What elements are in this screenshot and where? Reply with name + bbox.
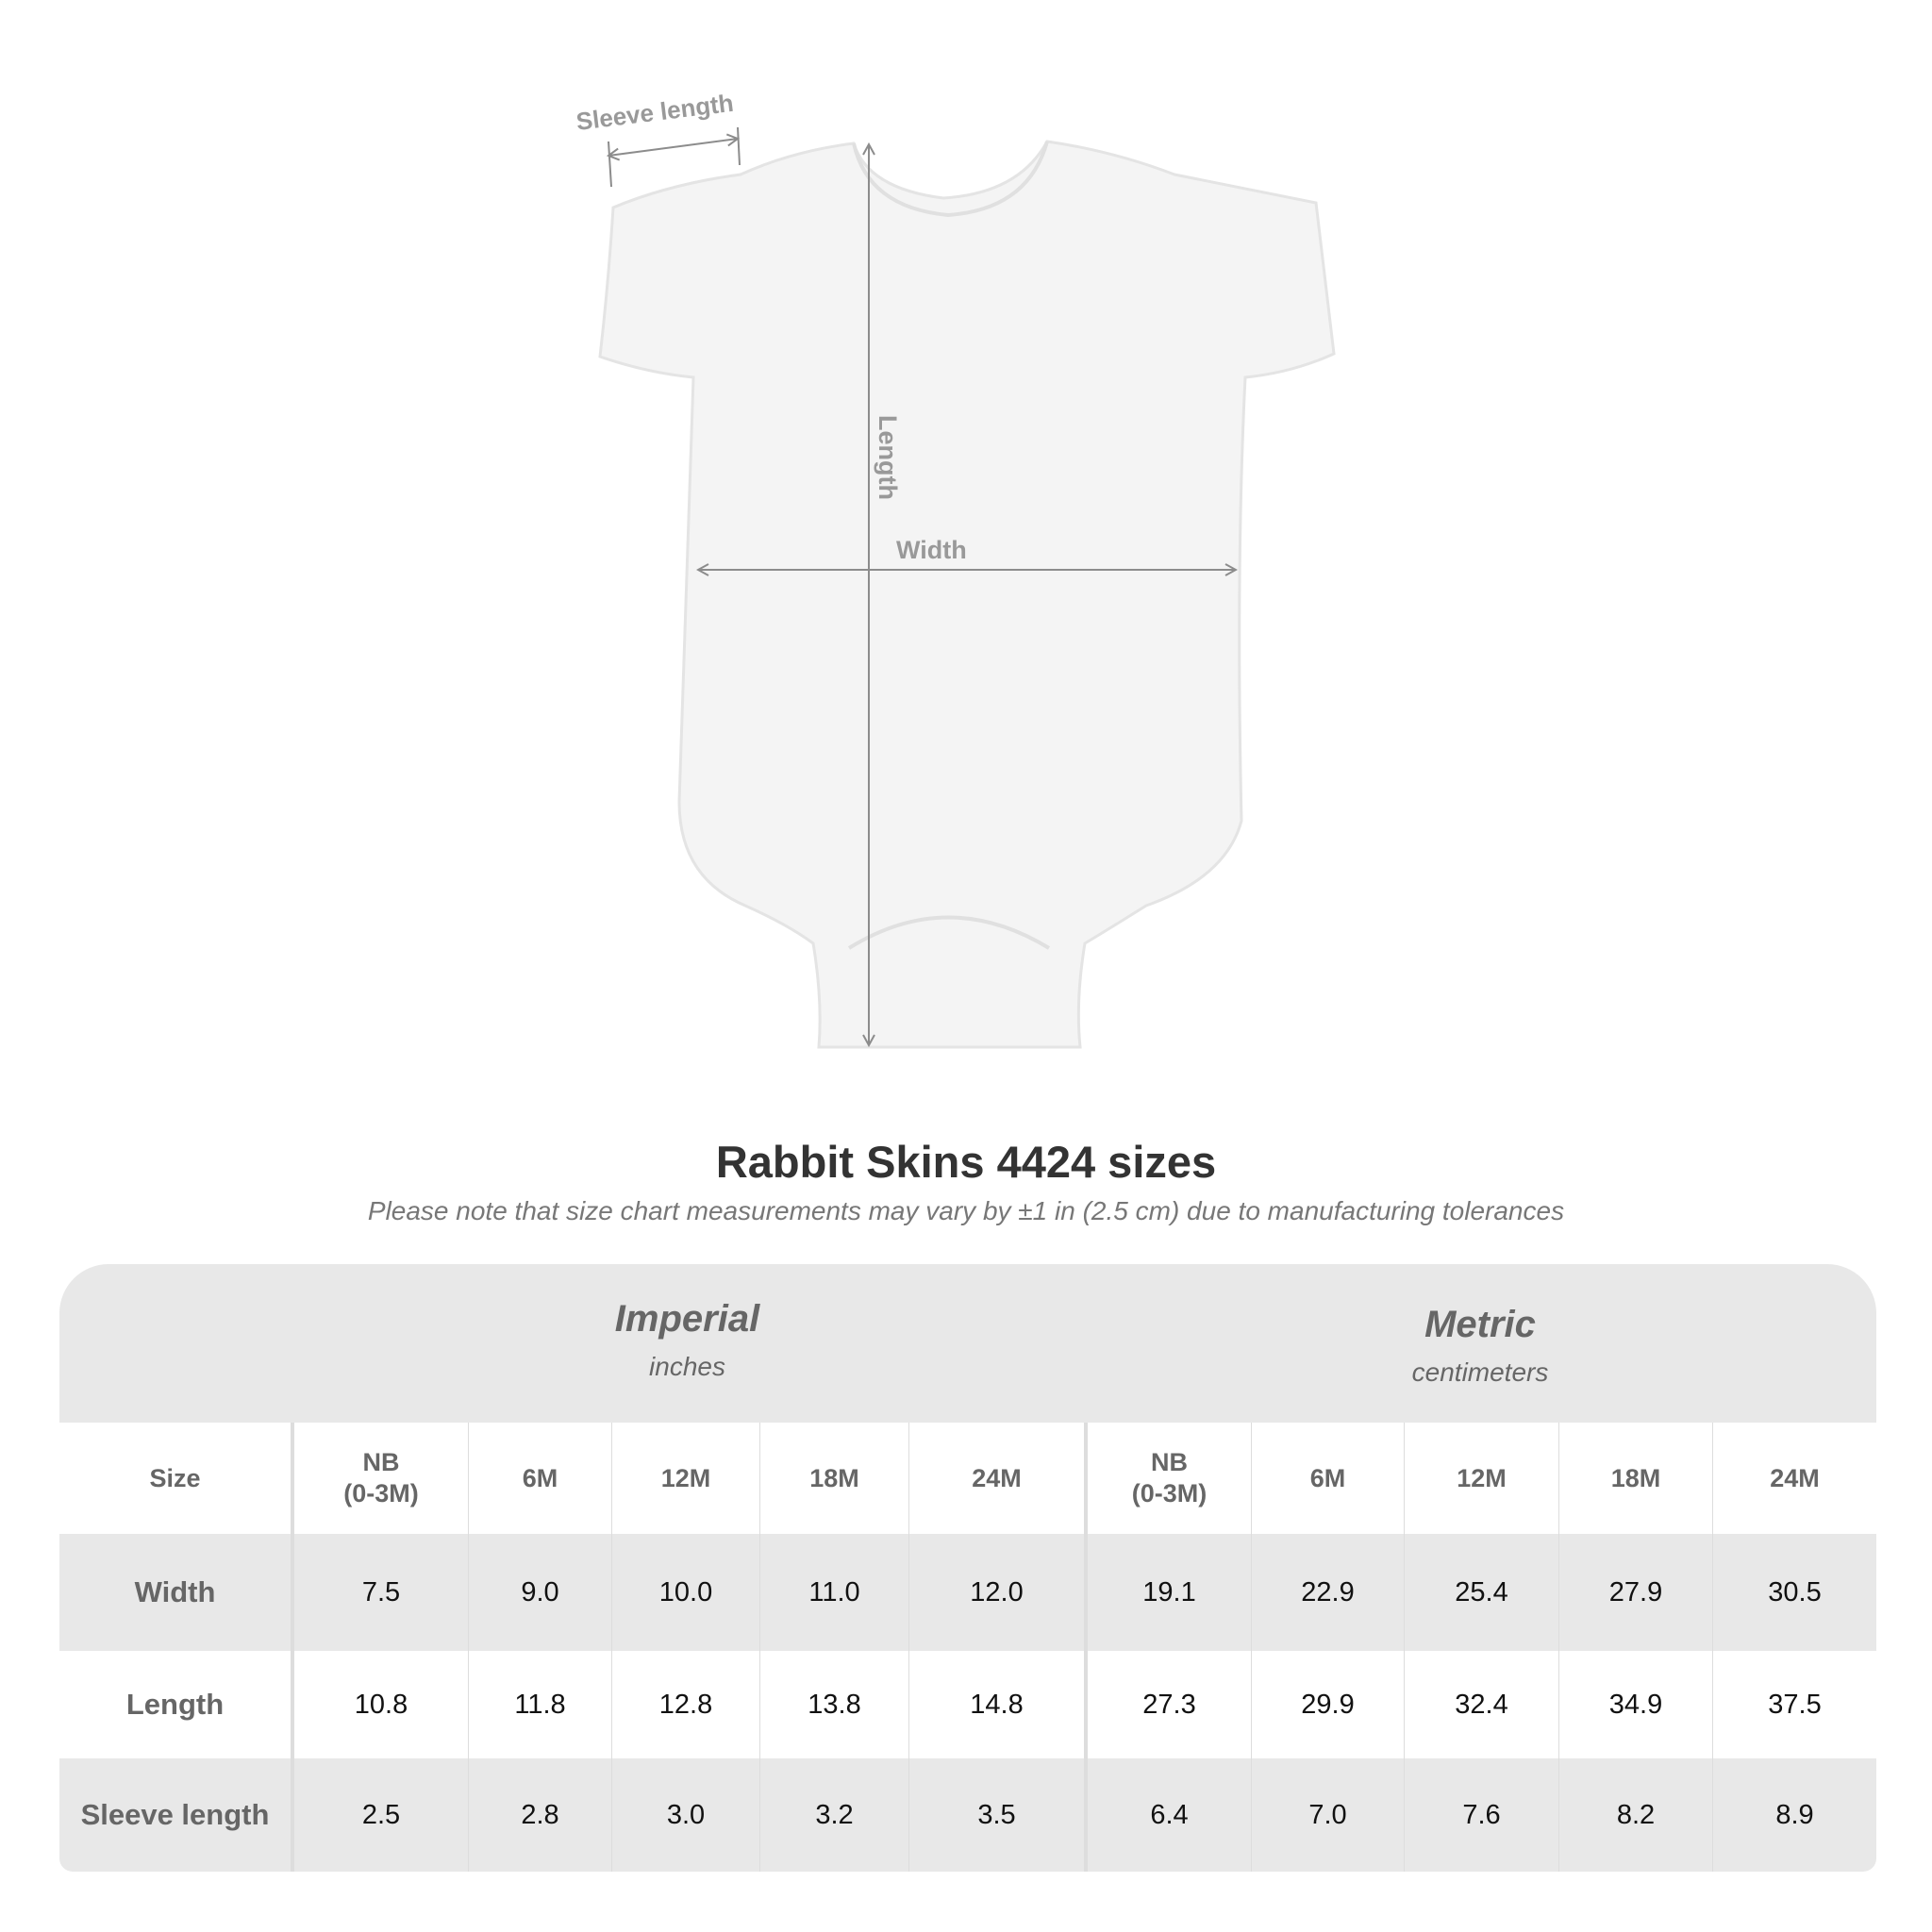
measurement-cell: 32.4 [1404,1651,1558,1758]
measurement-cell: 29.9 [1251,1651,1404,1758]
row-label: Sleeve length [80,1798,270,1831]
measurement-cell: 6.4 [1084,1758,1251,1872]
tolerance-note: Please note that size chart measurements… [367,1196,1565,1225]
measurement-cell: 8.9 [1712,1758,1876,1872]
measurement-cell: 22.9 [1251,1534,1404,1651]
width-label: Width [896,536,967,564]
size-header-row: Size NB (0-3M) 6M 12M 18M 24M NB (0-3M) 6M 12M 18… [59,1423,1876,1534]
size-header: 24M [1712,1423,1876,1534]
measurement-cell: 30.5 [1712,1534,1876,1651]
group-unit: centimeters [1411,1357,1549,1387]
size-header: NB (0-3M) [1084,1423,1251,1534]
measurement-cell: 27.3 [1084,1651,1251,1758]
measurement-cell: 10.8 [291,1651,468,1758]
size-header: 12M [1404,1423,1558,1534]
measurement-cell: 27.9 [1558,1534,1712,1651]
measurement-cell: 3.5 [908,1758,1084,1872]
size-header: 18M [1558,1423,1712,1534]
size-header: 24M [908,1423,1084,1534]
imperial-group: Imperial inches [291,1298,1084,1382]
measurement-cell: 37.5 [1712,1651,1876,1758]
measurement-cell: 14.8 [908,1651,1084,1758]
measurement-cell: 34.9 [1558,1651,1712,1758]
measurement-cell: 11.8 [468,1651,611,1758]
measurement-cell: 11.0 [759,1534,908,1651]
metric-group: Metric centimeters [1084,1304,1876,1388]
measurement-cell: 9.0 [468,1534,611,1651]
measurement-cell: 3.2 [759,1758,908,1872]
table-row: Sleeve length 2.5 2.8 3.0 3.2 3.5 6.4 7.0 7.6 8.2… [59,1758,1876,1872]
size-header: 18M [759,1423,908,1534]
onesie-diagram: Sleeve length Length Width [575,89,1336,1049]
table-row: Length 10.8 11.8 12.8 13.8 14.8 27.3 29.9 32.4 34… [59,1651,1876,1758]
size-header: 12M [611,1423,759,1534]
measurement-cell: 7.0 [1251,1758,1404,1872]
size-table: Imperial inches Metric centimeters Size N… [59,1264,1876,1872]
measurement-cell: 19.1 [1084,1534,1251,1651]
size-label: Size [149,1463,201,1492]
measurement-cell: 8.2 [1558,1758,1712,1872]
size-header: 6M [468,1423,611,1534]
measurement-cell: 2.5 [291,1758,468,1872]
measurement-cell: 7.6 [1404,1758,1558,1872]
onesie-body [598,140,1336,1049]
sleeve-length-label: Sleeve length [575,89,735,136]
measurement-cell: 12.8 [611,1651,759,1758]
unit-header: Imperial inches Metric centimeters [59,1264,1876,1423]
measurement-cell: 3.0 [611,1758,759,1872]
group-name: Metric [1424,1304,1536,1345]
sleeve-arrow [608,139,738,156]
measurement-cell: 13.8 [759,1651,908,1758]
measurement-cell: 7.5 [291,1534,468,1651]
row-label: Width [134,1575,216,1608]
length-label: Length [874,415,902,500]
page-title: Rabbit Skins 4424 sizes [715,1137,1217,1187]
measurement-cell: 2.8 [468,1758,611,1872]
size-header: 6M [1251,1423,1404,1534]
table-row: Width 7.5 9.0 10.0 11.0 12.0 19.1 22.9 25.4 27.9 3… [59,1534,1876,1651]
row-label: Length [125,1688,225,1721]
group-unit: inches [649,1352,725,1381]
measurement-cell: 12.0 [908,1534,1084,1651]
measurement-cell: 25.4 [1404,1534,1558,1651]
measurement-cell: 10.0 [611,1534,759,1651]
size-header: NB (0-3M) [291,1423,468,1534]
group-name: Imperial [614,1298,760,1340]
